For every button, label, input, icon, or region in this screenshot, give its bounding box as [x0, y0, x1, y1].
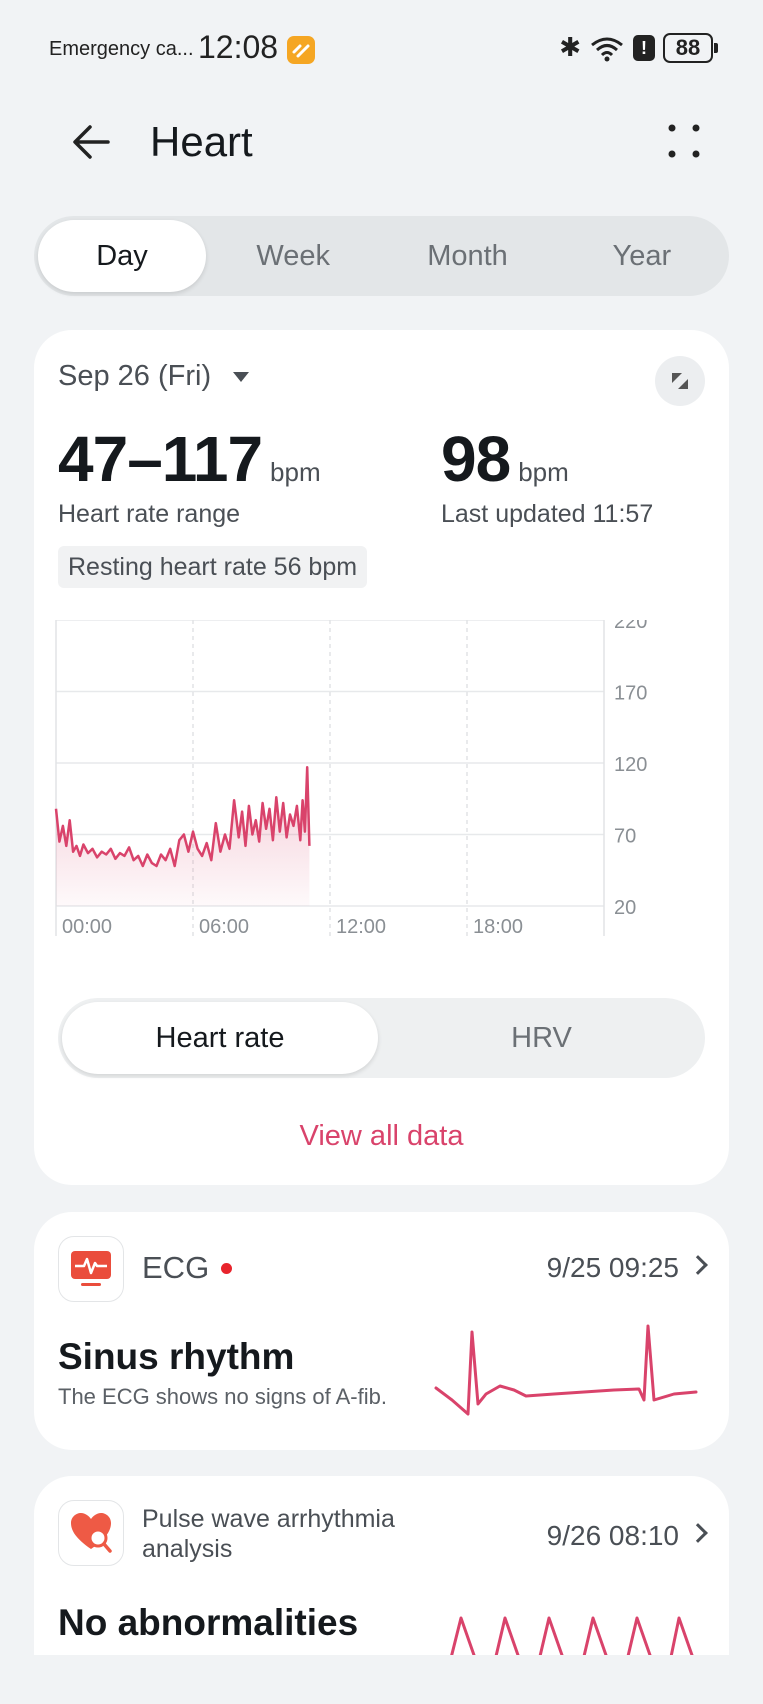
expand-button[interactable]: [655, 356, 705, 406]
date-selector[interactable]: Sep 26 (Fri): [58, 360, 250, 393]
heart-rate-series-line: [54, 766, 311, 868]
back-button[interactable]: [62, 112, 122, 172]
last-unit: bpm: [518, 457, 569, 487]
expand-icon: [672, 373, 688, 389]
pulse-wave-result: No abnormalities: [58, 1602, 359, 1643]
heart-rate-card: Sep 26 (Fri) 47–117 bpm 98 bpm Heart rat…: [34, 330, 729, 1185]
range-unit: bpm: [270, 457, 321, 487]
toggle-heart-rate[interactable]: Heart rate: [62, 1002, 378, 1074]
ecg-description: The ECG shows no signs of A-fib.: [58, 1384, 387, 1409]
clock: 12:08: [198, 29, 279, 65]
range-label: Heart rate range: [58, 500, 241, 528]
pulse-wave-title: Pulse wave arrhythmia analysis: [142, 1505, 395, 1563]
more-options-button[interactable]: [664, 120, 704, 164]
notification-app-icon: [287, 36, 315, 64]
ecg-waveform: [434, 1324, 698, 1416]
heart-rate-range: 47–117 bpm: [58, 422, 321, 496]
last-updated-label: Last updated 11:57: [441, 500, 654, 528]
chevron-right-icon: [688, 1255, 708, 1275]
ecg-title: ECG: [142, 1250, 233, 1286]
heart-rate-chart[interactable]: 220 170 120 70 20 00:00 06:00 12:00 18:00: [34, 620, 729, 940]
tab-day[interactable]: Day: [38, 220, 206, 292]
new-indicator-dot: [221, 1262, 233, 1274]
ecg-icon: [58, 1236, 124, 1302]
last-value: 98: [441, 423, 511, 495]
x-tick-label: 18:00: [473, 916, 523, 938]
y-tick-label: 20: [614, 897, 636, 919]
x-tick-label: 12:00: [336, 916, 386, 938]
ecg-title-label: ECG: [142, 1250, 210, 1285]
resting-heart-rate-badge: Resting heart rate 56 bpm: [58, 546, 368, 588]
y-tick-label: 220: [614, 620, 647, 633]
x-tick-label: 06:00: [199, 916, 249, 938]
status-bar: Emergency ca... 12:08 ✱ ! 88: [0, 0, 763, 100]
toggle-hrv[interactable]: HRV: [511, 1021, 572, 1054]
ecg-result: Sinus rhythm: [58, 1336, 295, 1377]
metric-toggle: Heart rate HRV: [58, 998, 705, 1078]
range-value: 47–117: [58, 423, 263, 495]
ecg-card[interactable]: ECG 9/25 09:25 Sinus rhythm The ECG show…: [34, 1212, 729, 1450]
y-tick-label: 170: [614, 683, 647, 705]
page-title: Heart: [150, 118, 253, 165]
view-all-data-link[interactable]: View all data: [299, 1120, 464, 1152]
last-heart-rate: 98 bpm: [441, 422, 569, 496]
pulse-wave-timestamp: 9/26 08:10: [546, 1520, 679, 1551]
period-tabs: Day Week Month Year: [34, 216, 729, 296]
tab-year[interactable]: Year: [612, 240, 672, 272]
tab-month[interactable]: Month: [427, 240, 508, 272]
y-tick-label: 70: [614, 826, 636, 848]
wifi-icon: [591, 37, 623, 61]
pulse-wave-icon: [58, 1500, 124, 1566]
battery-indicator: 88: [663, 32, 718, 63]
tab-week[interactable]: Week: [256, 240, 330, 272]
x-tick-label: 00:00: [62, 916, 112, 938]
carrier-label: Emergency ca...: [49, 38, 194, 60]
dropdown-caret-icon: [233, 371, 250, 382]
chevron-right-icon: [688, 1523, 708, 1543]
back-arrow-icon: [73, 125, 110, 159]
more-dots-icon: [668, 124, 700, 158]
bluetooth-icon: ✱: [559, 32, 581, 62]
bottom-fade: [0, 1655, 763, 1704]
alert-icon: !: [633, 34, 655, 61]
date-label: Sep 26 (Fri): [58, 360, 212, 392]
y-tick-label: 120: [614, 754, 647, 776]
ecg-timestamp: 9/25 09:25: [546, 1252, 679, 1283]
